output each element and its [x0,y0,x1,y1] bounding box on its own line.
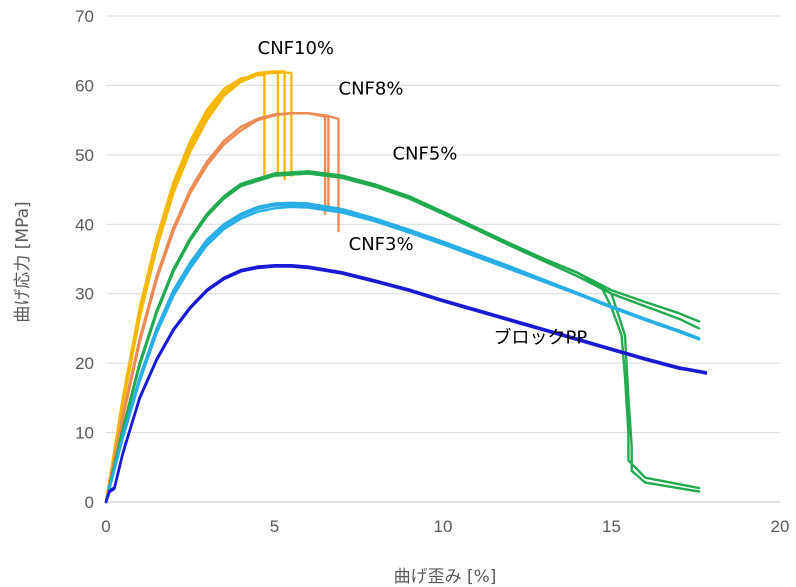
series-line [104,205,701,504]
series-line [104,111,340,504]
series-1 [104,111,340,504]
y-tick-label: 50 [75,146,94,165]
series-0 [104,70,293,504]
series-line [104,170,701,504]
series-2 [104,170,701,504]
x-tick-label: 20 [771,517,790,536]
x-axis-title: 曲げ歪み [%] [394,567,497,587]
y-tick-label: 30 [75,285,94,304]
series-line [104,70,293,504]
axes: 0 10 20 30 40 50 60 70 0 5 10 15 20 [75,7,789,536]
series-line [104,170,701,504]
series-line [104,73,266,504]
series-line [104,170,701,504]
y-tick-label: 10 [75,424,94,443]
series-line [104,265,708,504]
y-tick-label: 0 [85,493,94,512]
series-line [104,172,701,504]
series-label: CNF10% [258,38,334,59]
x-tick-label: 0 [101,517,110,536]
y-tick-label: 40 [75,215,94,234]
series-4 [104,264,708,504]
gridlines [106,15,780,434]
series-labels: CNF10%CNF8% CNF5% CNF3% ブロックPP [258,38,588,349]
plot-area [104,70,708,504]
series-label: CNF5% [392,144,457,165]
x-tick-label: 10 [434,517,453,536]
y-tick-label: 20 [75,354,94,373]
series-3 [104,201,701,504]
y-tick-label: 70 [75,7,94,26]
series-label: ブロックPP [494,327,588,349]
x-tick-label: 15 [602,517,621,536]
series-label: CNF3% [349,234,414,255]
y-axis-title: 曲げ応力 [MPa] [13,201,33,322]
x-tick-label: 5 [270,517,279,536]
y-tick-label: 60 [75,76,94,95]
series-label: CNF8% [339,78,404,99]
